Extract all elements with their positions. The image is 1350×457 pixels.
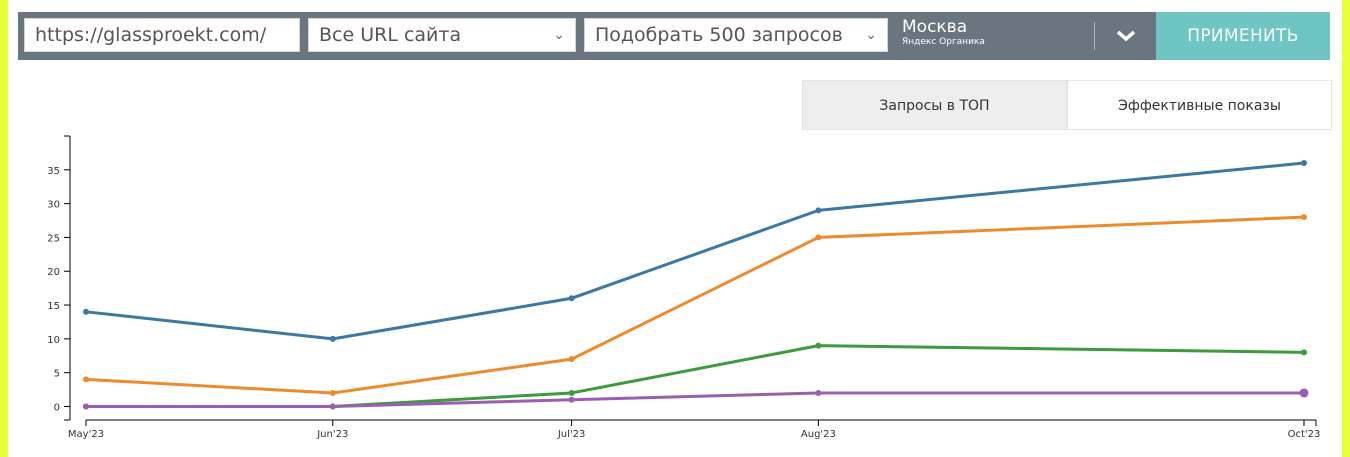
chevron-down-icon: ⌄ — [553, 27, 565, 43]
tab-queries-top[interactable]: Запросы в ТОП — [802, 80, 1067, 130]
query-picker-value: Подобрать 500 запросов — [595, 24, 843, 46]
region-city: Москва — [902, 17, 968, 37]
url-scope-value: Все URL сайта — [319, 24, 462, 46]
series-1-point — [329, 335, 336, 342]
y-tick-label: 0 — [54, 402, 60, 413]
url-scope-select[interactable]: Все URL сайта ⌄ — [308, 18, 576, 52]
series-3-point — [1301, 349, 1307, 356]
tab-effective-impressions[interactable]: Эффективные показы — [1067, 80, 1332, 130]
series-2-point — [1301, 214, 1307, 221]
report-panel — [8, 0, 1342, 457]
series-4-point — [1299, 388, 1309, 398]
chevron-down-icon: ⌄ — [865, 27, 877, 43]
line-chart: 0 5 10 15 20 25 30 35 May'23 Jun'23 Jul'23 Aug'23 Oc… — [47, 135, 1321, 440]
filter-toolbar: https://glassproekt.com/ Все URL сайта ⌄… — [18, 12, 1330, 60]
series-1-line — [85, 161, 1305, 341]
region-source: Яндекс Органика — [902, 37, 985, 47]
y-tick-label: 30 — [47, 200, 60, 211]
y-tick-label: 20 — [47, 267, 60, 278]
url-input-value: https://glassproekt.com/ — [35, 24, 267, 46]
series-1-point — [568, 295, 575, 302]
y-tick-label: 10 — [47, 335, 60, 346]
region-dropdown-button[interactable] — [1096, 12, 1156, 60]
series-2-point — [815, 234, 822, 241]
x-tick-label: Jul'23 — [557, 429, 586, 440]
query-picker-select[interactable]: Подобрать 500 запросов ⌄ — [584, 18, 888, 52]
series-1-point — [1301, 160, 1307, 167]
chevron-down-icon — [1116, 30, 1136, 42]
x-tick-label: Aug'23 — [801, 429, 836, 440]
series-1-point — [83, 308, 89, 315]
series-4-point — [329, 403, 336, 410]
x-tick-label: Jun'23 — [316, 429, 348, 440]
series-3-point — [815, 342, 822, 349]
url-input[interactable]: https://glassproekt.com/ — [24, 18, 300, 52]
x-tick-label: May'23 — [68, 429, 104, 440]
y-tick-label: 15 — [47, 301, 60, 312]
y-tick-label: 25 — [47, 233, 60, 244]
region-selector[interactable]: Москва Яндекс Органика — [902, 18, 1102, 52]
x-tick-label: Oct'23 — [1288, 429, 1321, 440]
y-tick-label: 35 — [47, 166, 60, 177]
series-4-point — [568, 396, 575, 403]
series-1-point — [815, 207, 822, 214]
series-2-point — [568, 356, 575, 363]
series-2-point — [83, 376, 89, 383]
series-4-point — [83, 403, 89, 410]
series-4-line — [86, 391, 1304, 408]
series-3-point — [568, 389, 575, 396]
series-2-line — [85, 215, 1305, 395]
toolbar-divider — [1094, 22, 1095, 50]
series-2-point — [329, 389, 336, 396]
series-4-point — [815, 389, 822, 396]
y-tick-label: 5 — [54, 369, 60, 380]
apply-button[interactable]: ПРИМЕНИТЬ — [1156, 12, 1330, 60]
